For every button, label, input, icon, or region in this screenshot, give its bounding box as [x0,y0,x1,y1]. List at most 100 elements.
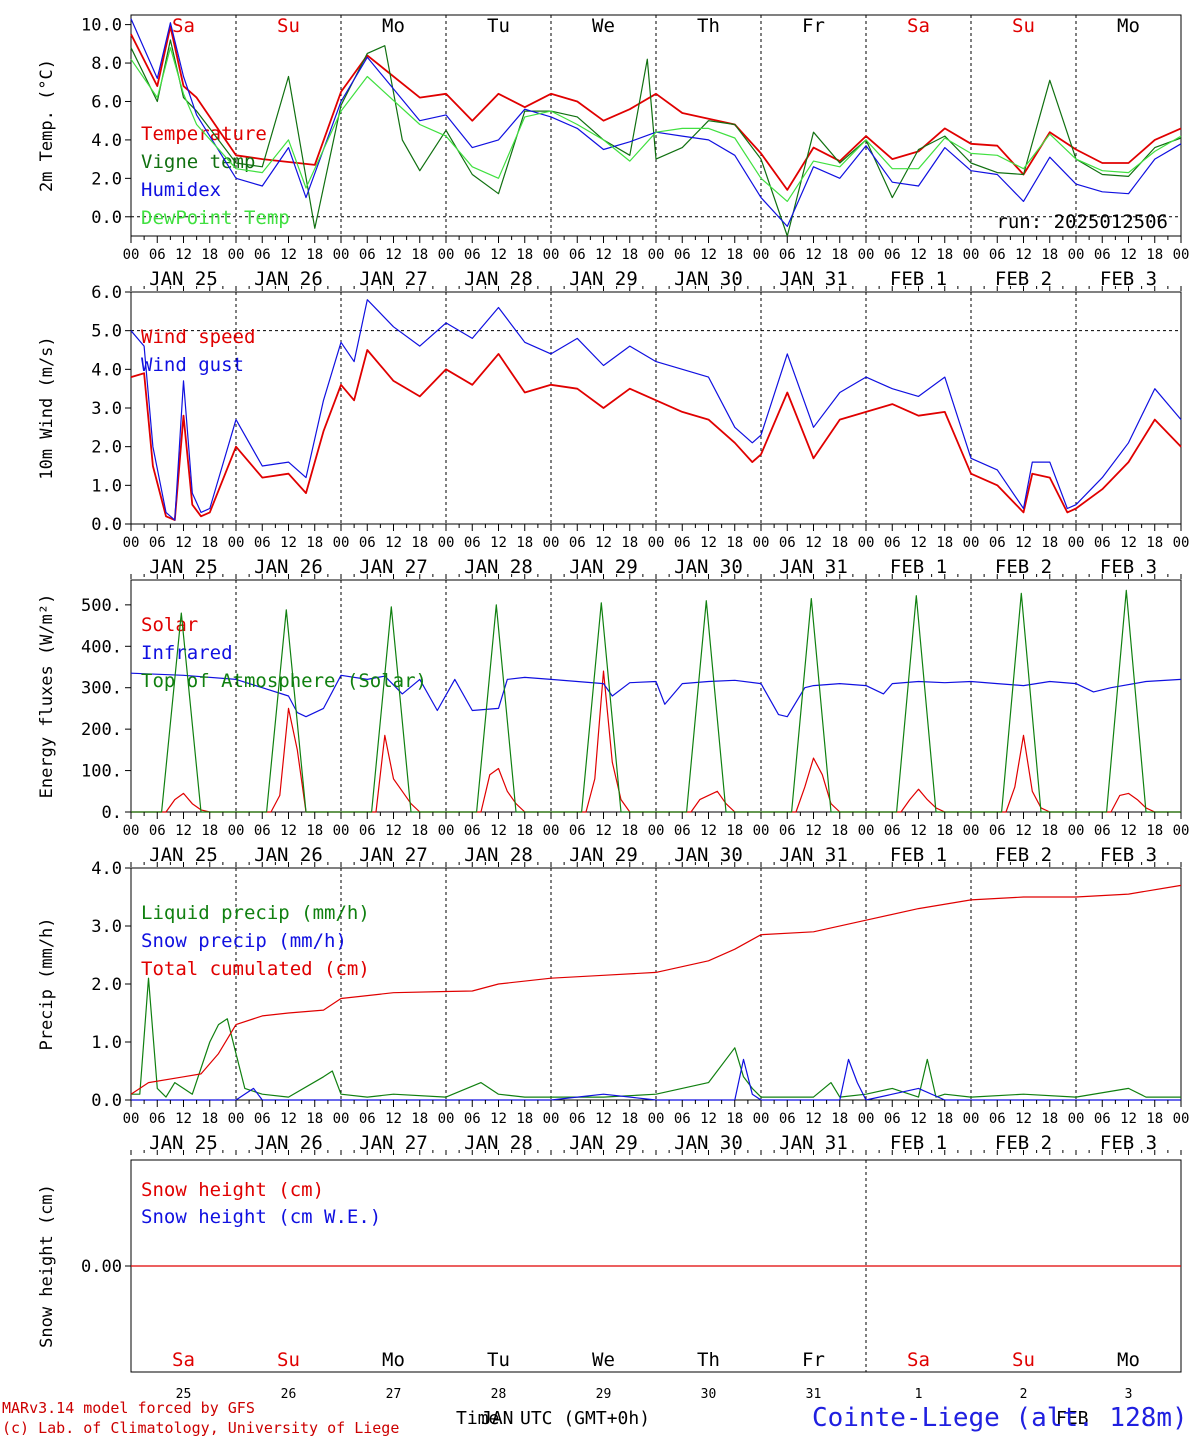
legend-entry: Humidex [141,179,221,201]
hour-label: 18 [201,247,218,263]
series-line [130,672,1182,718]
x-axis-subtitle: UTC (GMT+0h) [520,1408,650,1429]
y-axis-label: 2m Temp. (°C) [37,59,57,192]
hour-label: 12 [700,1111,717,1127]
date-label: JAN 26 [254,556,323,578]
day-label: Sa [907,1349,930,1371]
series-line [130,39,1182,237]
date-label: JAN 25 [149,268,218,290]
day-label: Su [1012,15,1035,37]
date-label: JAN 27 [359,556,428,578]
hour-label: 18 [621,247,638,263]
hour-label: 18 [1146,247,1163,263]
footer-copyright-line: (c) Lab. of Climatology, University of L… [2,1419,400,1437]
y-tick-label: 4.0 [91,131,122,151]
hour-label: 18 [516,1111,533,1127]
hour-label: 12 [805,535,822,551]
day-number: 3 [1125,1387,1133,1402]
hour-label: 00 [753,535,770,551]
date-label: FEB 1 [890,1132,947,1154]
day-label: Sa [172,1349,195,1371]
series-line [130,25,1182,191]
date-label: JAN 26 [254,844,323,866]
date-label: JAN 25 [149,556,218,578]
hour-label: 06 [884,247,901,263]
hour-label: 06 [989,1111,1006,1127]
hour-label: 00 [543,1111,560,1127]
legend-entry: Snow height (cm) [141,1179,324,1201]
hour-label: 00 [228,823,245,839]
y-tick-label: 100. [81,762,122,782]
date-label: FEB 2 [995,268,1052,290]
hour-label: 12 [1015,1111,1032,1127]
hour-label: 00 [963,535,980,551]
date-label: JAN 26 [254,1132,323,1154]
date-label: JAN 30 [674,1132,743,1154]
hour-label: 18 [936,535,953,551]
hour-label: 18 [516,535,533,551]
hour-label: 00 [858,247,875,263]
hour-label: 00 [1068,1111,1085,1127]
hour-label: 06 [359,823,376,839]
hour-label: 00 [858,1111,875,1127]
hour-label: 00 [963,823,980,839]
y-tick-label: 3.0 [91,917,122,937]
hour-label: 00 [123,247,140,263]
hour-label: 00 [753,1111,770,1127]
hour-label: 06 [464,823,481,839]
date-label: JAN 29 [569,268,638,290]
hour-label: 06 [674,535,691,551]
hour-label: 00 [1068,535,1085,551]
hour-label: 00 [438,535,455,551]
run-label: run: 2025012506 [996,211,1168,233]
y-tick-label: 0. [102,803,122,823]
hour-label: 12 [910,823,927,839]
y-tick-label: 200. [81,720,122,740]
hour-label: 12 [1120,823,1137,839]
date-label: JAN 26 [254,268,323,290]
hour-label: 00 [753,247,770,263]
hour-label: 18 [1041,823,1058,839]
hour-label: 06 [779,1111,796,1127]
hour-label: 06 [254,535,271,551]
x-axis-month: JAN [481,1408,514,1429]
y-axis-label: 10m Wind (m/s) [37,336,57,479]
hour-label: 12 [595,247,612,263]
hour-label: 06 [989,823,1006,839]
date-label: JAN 28 [464,844,533,866]
date-label: JAN 25 [149,1132,218,1154]
hour-label: 00 [228,535,245,551]
station-title: Cointe-Liege (alt. 128m) [812,1403,1188,1433]
hour-label: 18 [306,247,323,263]
hour-label: 18 [726,535,743,551]
hour-label: 06 [149,535,166,551]
legend-entry: Wind speed [141,326,255,348]
hour-label: 18 [831,247,848,263]
day-label: Mo [382,1349,405,1371]
hour-label: 18 [306,535,323,551]
date-label: FEB 2 [995,1132,1052,1154]
day-number: 27 [386,1387,402,1402]
hour-label: 12 [280,535,297,551]
hour-label: 00 [333,1111,350,1127]
y-tick-label: 2.0 [91,438,122,458]
legend-entry: Temperature [141,123,267,145]
y-tick-label: 1.0 [91,476,122,496]
hour-label: 00 [438,247,455,263]
hour-label: 00 [963,1111,980,1127]
hour-label: 18 [201,1111,218,1127]
date-label: JAN 31 [779,1132,848,1154]
hour-label: 18 [1146,1111,1163,1127]
hour-label: 06 [149,1111,166,1127]
hour-label: 06 [779,535,796,551]
hour-label: 00 [1173,1111,1190,1127]
hour-label: 00 [333,247,350,263]
hour-label: 18 [1041,535,1058,551]
hour-label: 18 [831,823,848,839]
date-label: FEB 2 [995,556,1052,578]
hour-label: 12 [595,823,612,839]
hour-label: 06 [569,823,586,839]
hour-label: 18 [411,1111,428,1127]
legend-entry: Snow precip (mm/h) [141,930,347,952]
hour-label: 00 [858,535,875,551]
